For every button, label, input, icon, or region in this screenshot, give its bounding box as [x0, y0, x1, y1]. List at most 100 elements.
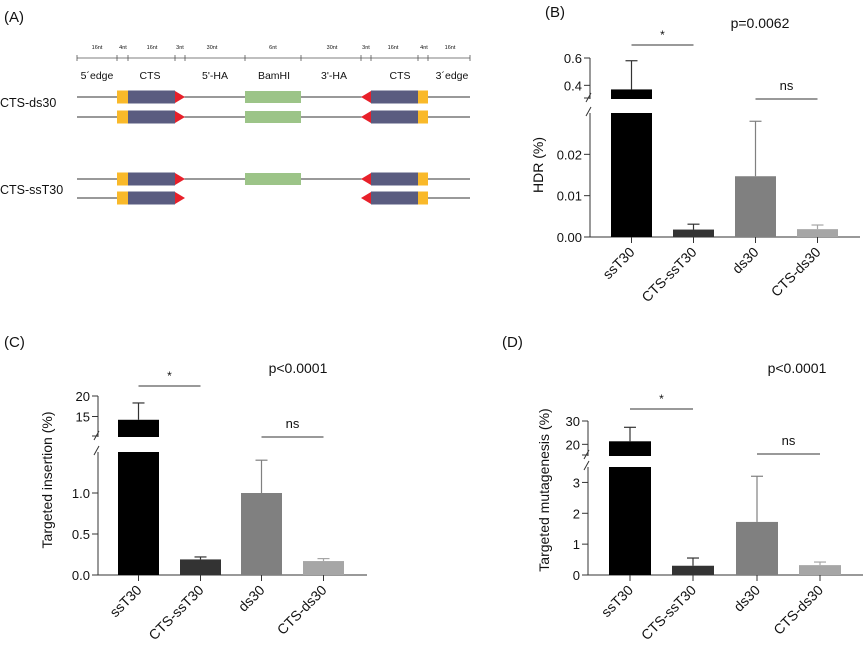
nt-ruler: 16nt 4nt 16nt 3nt 30nt 6nt 30nt 3nt 16nt 4nt 16nt — [76, 45, 471, 61]
p-value-label: p<0.0001 — [768, 360, 827, 376]
strand — [77, 90, 470, 104]
ruler-label: 16nt — [147, 45, 158, 51]
ruler-label: 16nt — [445, 45, 456, 51]
cts-box — [371, 172, 418, 186]
pam-box — [117, 191, 128, 205]
left-arrow-icon — [361, 192, 371, 204]
x-tick-label: CTS-ssT30 — [145, 582, 207, 644]
bar-sst30 — [609, 467, 651, 575]
cts-box — [371, 110, 418, 124]
bar-ds30 — [241, 493, 282, 575]
bar-upper-sst30 — [611, 89, 652, 99]
significance-label: * — [660, 28, 665, 42]
left-arrow-icon — [361, 111, 371, 123]
section-label: 5´edge — [81, 70, 114, 82]
panel-title: (C) — [4, 334, 25, 351]
pam-box — [418, 90, 428, 104]
ruler-label: 3nt — [176, 45, 184, 51]
cts-box — [128, 172, 175, 186]
y-tick-label: 0.0 — [72, 568, 90, 583]
significance-label: ns — [782, 433, 796, 448]
left-arrow-icon — [361, 91, 371, 103]
y-tick-label: 0.02 — [557, 147, 582, 162]
ruler-label: 16nt — [92, 45, 103, 51]
p-value-label: p=0.0062 — [731, 15, 790, 31]
ruler-label: 4nt — [119, 45, 127, 51]
y-tick-label: 20 — [76, 389, 90, 404]
bar-cts-ds30 — [303, 561, 344, 575]
y-tick-label: 1 — [573, 537, 580, 552]
strand — [77, 110, 470, 124]
x-tick-label: ds30 — [235, 582, 268, 615]
y-tick-label: 0 — [573, 568, 580, 583]
y-tick-label: 2 — [573, 506, 580, 521]
chart-panel-d: (D) Targeted mutagenesis (%) p<0.0001 0 1 2 3 2… — [502, 334, 863, 643]
cts-box — [128, 90, 175, 104]
pam-box — [117, 172, 128, 186]
significance-label: ns — [780, 78, 794, 93]
ruler-label: 4nt — [420, 45, 428, 51]
y-tick-label: 20 — [566, 437, 580, 452]
ruler-label: 6nt — [269, 45, 277, 51]
bar-ds30 — [735, 176, 776, 237]
pam-box — [117, 90, 128, 104]
pam-box — [418, 191, 428, 205]
panel-a-title: (A) — [4, 9, 24, 26]
y-tick-label: 15 — [76, 410, 90, 425]
x-tick-label: CTS-ds30 — [770, 582, 826, 638]
bamhi-box — [245, 91, 301, 103]
chart-panel-b: (B) HDR (%) p=0.0062 0.00 0.01 0.02 0.4 0.6 ssT3… — [530, 4, 860, 305]
x-tick-label: CTS-ds30 — [274, 582, 330, 638]
bar-upper-sst30 — [118, 419, 159, 437]
ruler-label: 16nt — [388, 45, 399, 51]
ruler-label: 30nt — [327, 45, 338, 51]
bar-upper-sst30 — [609, 441, 651, 456]
section-label: CTS — [390, 70, 411, 82]
right-arrow-icon — [175, 111, 185, 123]
bar-cts-ds30 — [799, 565, 841, 575]
section-labels: 5´edge CTS 5'-HA BamHI 3'-HA CTS 3´edge — [81, 70, 469, 82]
x-tick-label: ds30 — [730, 582, 763, 615]
bamhi-box — [245, 111, 301, 123]
x-tick-label: ds30 — [729, 244, 762, 277]
panel-a-construct-diagram: (A) 16nt 4nt 16nt 3nt 30nt 6nt 30nt 3nt 16nt 4nt 1… — [0, 9, 471, 205]
section-label: 3'-HA — [321, 70, 347, 82]
row-label-cts-sst30: CTS-ssT30 — [0, 183, 63, 197]
y-axis-label: Targeted insertion (%) — [39, 412, 55, 549]
y-tick-label: 0.00 — [557, 230, 582, 245]
y-axis-label: HDR (%) — [530, 137, 546, 193]
y-tick-label: 1.0 — [72, 486, 90, 501]
p-value-label: p<0.0001 — [269, 360, 328, 376]
y-tick-label: 0.6 — [564, 51, 582, 66]
right-arrow-icon — [175, 91, 185, 103]
significance-label: * — [167, 369, 172, 383]
right-arrow-icon — [175, 173, 185, 185]
y-tick-label: 0.4 — [564, 78, 582, 93]
section-label: 3´edge — [436, 70, 469, 82]
x-tick-label: CTS-ssT30 — [638, 582, 700, 644]
ruler-label: 30nt — [207, 45, 218, 51]
x-tick-label: CTS-ssT30 — [638, 244, 700, 306]
pam-box — [418, 172, 428, 186]
bar-ds30 — [736, 521, 778, 575]
y-tick-label: 30 — [566, 414, 580, 429]
x-tick-label: ssT30 — [598, 582, 636, 620]
strand — [77, 172, 470, 186]
row-label-cts-ds30: CTS-ds30 — [0, 96, 56, 110]
y-axis-label: Targeted mutagenesis (%) — [536, 408, 552, 571]
chart-panel-c: (C) Targeted insertion (%) p<0.0001 0.0 0.5 1… — [4, 334, 367, 643]
significance-label: * — [659, 392, 664, 406]
section-label: BamHI — [258, 70, 290, 82]
section-label: CTS — [140, 70, 161, 82]
panel-title: (D) — [502, 334, 523, 351]
right-arrow-icon — [175, 192, 185, 204]
cts-box — [371, 90, 418, 104]
strand — [77, 191, 470, 205]
y-tick-label: 0.5 — [72, 527, 90, 542]
x-tick-label: CTS-ds30 — [768, 244, 824, 300]
bar-cts-sst30 — [673, 229, 714, 237]
x-tick-label: ssT30 — [106, 582, 144, 620]
axis-break-mark — [583, 460, 590, 471]
y-tick-label: 3 — [573, 475, 580, 490]
